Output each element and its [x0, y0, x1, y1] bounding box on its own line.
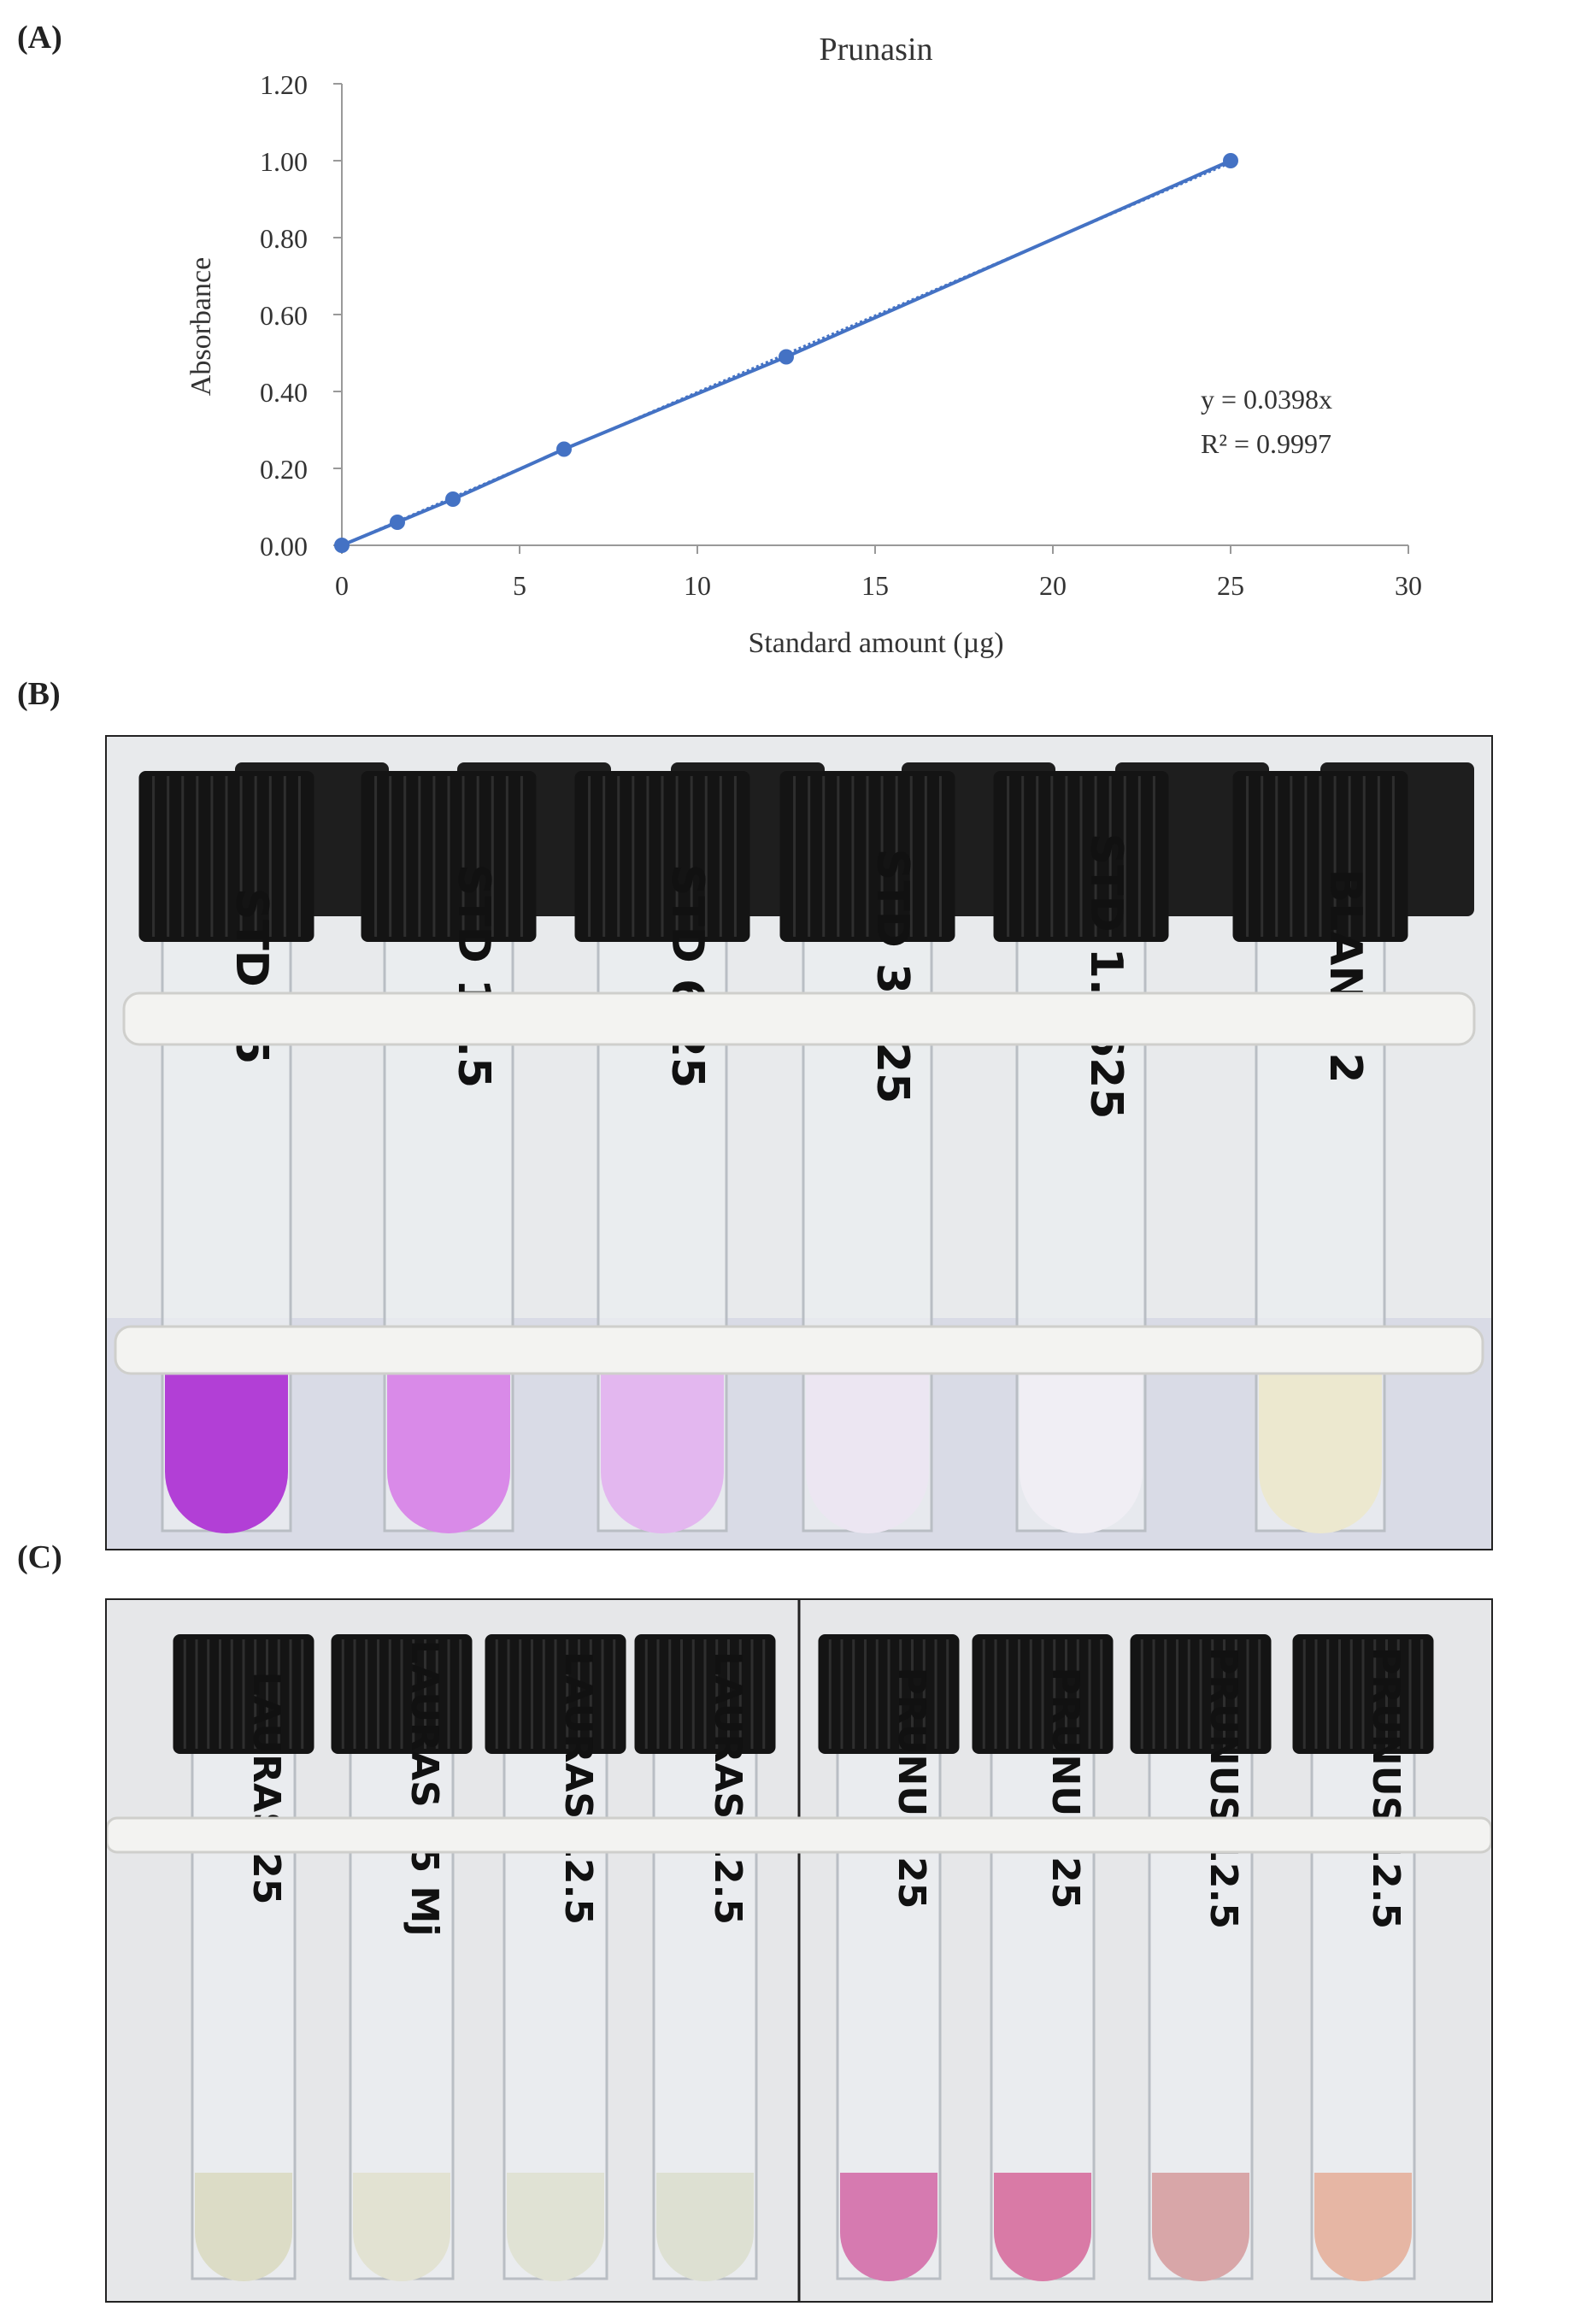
tube-label: STD 12.5 — [448, 864, 499, 1089]
x-axis: 0 5 10 15 20 25 30 — [335, 544, 1422, 601]
tube-liquid — [1259, 1361, 1382, 1533]
y-tick-label: 0.60 — [260, 300, 308, 331]
tube-label: PRUNUS 25 — [890, 1668, 933, 1909]
equation-annotation: y = 0.0398x — [1201, 384, 1332, 415]
tube-liquid — [601, 1361, 724, 1533]
test-tube: LAURAS 25 Mj — [331, 1634, 473, 2281]
tube-liquid — [195, 2173, 292, 2281]
test-tube: LAURAS 12.5 — [485, 1634, 626, 2281]
x-tick-label: 0 — [335, 570, 349, 601]
test-tube: PRUNUS 25 — [818, 1634, 960, 2281]
tube-liquid — [353, 2173, 450, 2281]
test-tube: STD 6.25 — [574, 771, 750, 1533]
panel-label-b: (B) — [17, 676, 61, 712]
x-tick-label: 10 — [684, 570, 711, 601]
r-squared-annotation: R² = 0.9997 — [1201, 428, 1331, 459]
data-point — [334, 538, 350, 553]
photo-standards-rack: STD 25 STD 12.5 STD 6.25 STD 3.125 STD 1.562… — [105, 735, 1493, 1550]
prunasin-calibration-chart: Prunasin 0.00 0.20 0.40 0.60 0.80 1.00 1.20 0 5… — [185, 32, 1422, 659]
photo-samples-rack: LAURAS 25 LAURAS 25 Mj LAURAS 12.5 LAURAS 1… — [105, 1598, 1493, 2303]
y-axis: 0.00 0.20 0.40 0.60 0.80 1.00 1.20 — [260, 69, 343, 562]
rack-middle-bar — [114, 1325, 1484, 1375]
rack-top-bar — [122, 991, 1476, 1046]
tube-liquid — [387, 1361, 510, 1533]
tube-liquid — [1020, 1361, 1143, 1533]
tube-liquid — [806, 1361, 929, 1533]
tube-liquid — [507, 2173, 604, 2281]
tube-label: STD 1.5625 — [1080, 833, 1131, 1120]
tube-label: PRUNUS 25 — [1043, 1668, 1087, 1909]
test-tube: PRUNUS 12.5 — [1130, 1634, 1272, 2281]
y-tick-label: 1.20 — [260, 69, 308, 100]
rack-top-bar — [107, 1816, 1491, 1854]
test-tube: STD 25 — [138, 771, 314, 1533]
tube-liquid — [1152, 2173, 1249, 2281]
data-point — [556, 441, 572, 457]
y-tick-label: 0.20 — [260, 454, 308, 485]
samples-rack-drawing: LAURAS 25 LAURAS 25 Mj LAURAS 12.5 LAURAS 1… — [107, 1600, 1491, 2301]
tube-liquid — [165, 1361, 288, 1533]
tube-label: LAURAS 12.5 — [556, 1651, 600, 1925]
chart-title: Prunasin — [820, 32, 933, 68]
tube-label: LAURAS 12.5 — [706, 1651, 749, 1925]
x-tick-label: 25 — [1217, 570, 1244, 601]
y-axis-label: Absorbance — [185, 257, 217, 396]
data-point — [1223, 153, 1238, 168]
panel-label-a: (A) — [17, 20, 62, 56]
tube-label: BLANK 2 — [1319, 868, 1371, 1083]
x-tick-label: 15 — [861, 570, 889, 601]
x-tick-label: 20 — [1039, 570, 1067, 601]
x-tick-label: 30 — [1395, 570, 1422, 601]
test-tube: STD 12.5 — [361, 771, 537, 1533]
data-point — [445, 491, 461, 507]
test-tube: STD 1.5625 — [993, 771, 1169, 1533]
test-tube: PRUNUS 12.5 — [1292, 1634, 1434, 2281]
tube-label: PRUNUS 12.5 — [1202, 1647, 1245, 1929]
panel-label-c: (C) — [17, 1539, 62, 1575]
y-tick-label: 1.00 — [260, 146, 308, 177]
data-point — [779, 349, 794, 365]
test-tube: PRUNUS 25 — [972, 1634, 1114, 2281]
y-tick-label: 0.40 — [260, 377, 308, 408]
x-tick-label: 5 — [513, 570, 526, 601]
x-axis-label: Standard amount (µg) — [748, 627, 1003, 659]
tube-label: LAURAS 25 Mj — [403, 1640, 446, 1937]
data-point — [390, 515, 405, 530]
test-tube: LAURAS 25 — [173, 1634, 314, 2281]
tube-label: STD 6.25 — [661, 864, 713, 1089]
test-tube: STD 3.125 — [779, 771, 955, 1533]
tube-liquid — [1314, 2173, 1412, 2281]
test-tube: LAURAS 12.5 — [634, 1634, 776, 2281]
y-tick-label: 0.00 — [260, 531, 308, 562]
test-tube: BLANK 2 — [1232, 771, 1408, 1533]
tube-label: LAURAS 25 — [244, 1672, 288, 1905]
standards-rack-drawing: STD 25 STD 12.5 STD 6.25 STD 3.125 STD 1.562… — [107, 737, 1491, 1549]
plot-area — [334, 153, 1238, 553]
y-tick-label: 0.80 — [260, 223, 308, 254]
tube-liquid — [994, 2173, 1091, 2281]
tube-label: STD 3.125 — [867, 849, 918, 1104]
series-line — [341, 159, 1231, 547]
tube-liquid — [840, 2173, 937, 2281]
tube-liquid — [656, 2173, 754, 2281]
tube-label: PRUNUS 12.5 — [1364, 1647, 1408, 1929]
